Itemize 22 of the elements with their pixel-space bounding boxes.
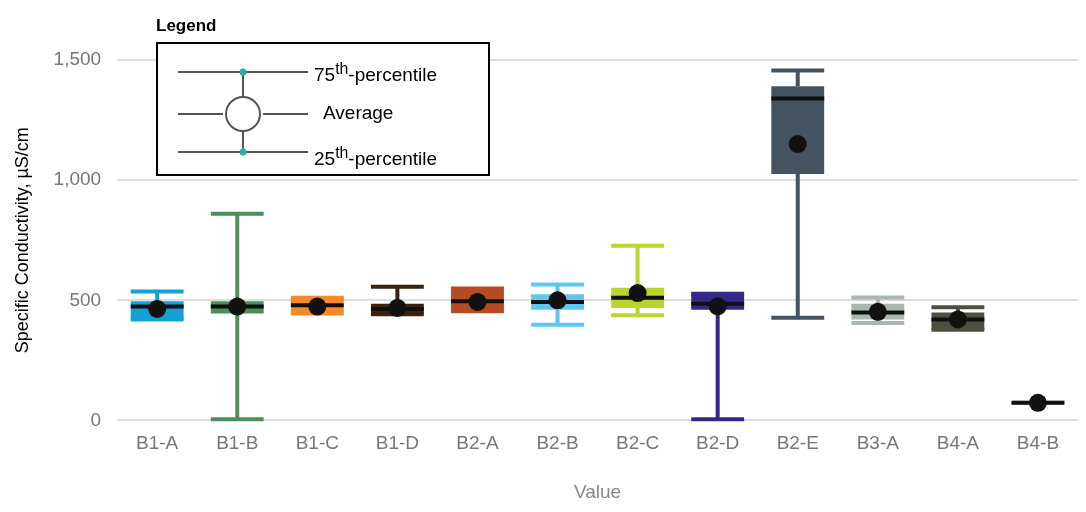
x-tick-label: B1-B [216,432,259,454]
x-axis-title: Value [573,480,622,502]
x-tick-label: B2-A [456,432,499,454]
legend-title: Legend [156,16,218,36]
x-tick-label: B2-B [536,432,579,454]
annotation: 25$^{th}$-percentile [314,144,438,171]
annotation: Average [323,102,394,124]
y-tick-label: 0 [90,408,102,430]
x-tick-label: B1-D [375,432,420,454]
x-tick-label: B1-A [136,432,179,454]
x-tick-label: B3-A [856,432,900,454]
y-tick-label: 1,000 [53,168,102,190]
y-axis-title: Specific Conductivity, µS/cm [11,127,32,354]
x-tick-label: B4-A [936,432,980,454]
x-tick-label: B4-B [1016,432,1060,454]
x-tick-label: B1-C [295,432,339,454]
y-tick-label: 1,500 [53,48,102,70]
annotation: 75$^{th}$-percentile [314,60,438,87]
x-tick-label: B2-C [615,432,660,454]
x-tick-label: B2-D [696,432,740,454]
x-tick-label: B2-E [776,432,819,454]
y-tick-label: 500 [69,288,102,310]
